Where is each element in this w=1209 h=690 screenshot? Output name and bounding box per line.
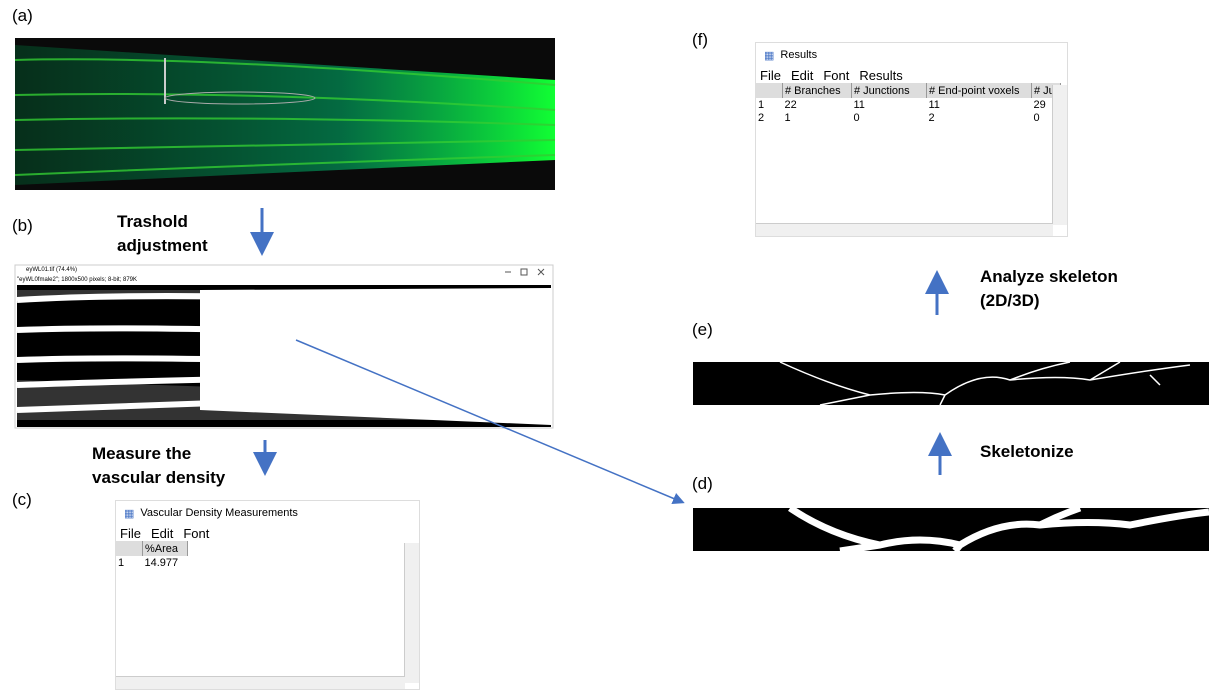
cell: 2 <box>927 111 1032 124</box>
menu-item[interactable]: Results <box>859 68 902 83</box>
cell: 11 <box>852 98 927 111</box>
header-cell: %Area <box>143 541 188 556</box>
cell: 2 <box>756 111 783 124</box>
header-row: %Area <box>116 541 188 556</box>
header-cell <box>116 541 143 556</box>
menu-bar: File Edit Font <box>116 525 419 541</box>
cell: 11 <box>927 98 1032 111</box>
cell: 1 <box>756 98 783 111</box>
menu-bar: File Edit Font Results <box>756 67 1067 83</box>
image-fluorescence <box>15 38 555 190</box>
window-title: Vascular Density Measurements <box>140 507 298 519</box>
cell: 0 <box>852 111 927 124</box>
cell: 1 <box>116 556 143 569</box>
menu-item[interactable]: File <box>120 526 141 541</box>
header-row: # Branches# Junctions# End-point voxels#… <box>756 83 1061 98</box>
image-threshold-crop <box>693 508 1209 551</box>
title-bar: ▦Vascular Density Measurements <box>116 501 419 525</box>
cell: 22 <box>783 98 852 111</box>
results-table: # Branches# Junctions# End-point voxels#… <box>756 83 1061 124</box>
header-cell <box>756 83 783 98</box>
menu-item[interactable]: File <box>760 68 781 83</box>
window-title: Results <box>780 49 817 61</box>
window-info: "eyWL0fmale2"; 1800x500 pixels; 8-bit; 8… <box>17 277 137 283</box>
figure: {"panels": { "a": {"label": "(a)"}, "b":… <box>0 0 1209 689</box>
menu-item[interactable]: Edit <box>791 68 813 83</box>
cell: 14.977 <box>143 556 188 569</box>
header-cell: # Branches <box>783 83 852 98</box>
header-cell: # End-point voxels <box>927 83 1032 98</box>
menu-item[interactable]: Font <box>183 526 209 541</box>
menu-item[interactable]: Font <box>823 68 849 83</box>
image-skeleton <box>693 362 1209 405</box>
window-threshold <box>15 265 553 428</box>
menu-item[interactable]: Edit <box>151 526 173 541</box>
window-title: eyWL01.tif (74.4%) <box>26 267 77 273</box>
cell: 1 <box>783 111 852 124</box>
header-cell: # Junctions <box>852 83 927 98</box>
title-bar: ▦Results <box>756 43 1067 67</box>
